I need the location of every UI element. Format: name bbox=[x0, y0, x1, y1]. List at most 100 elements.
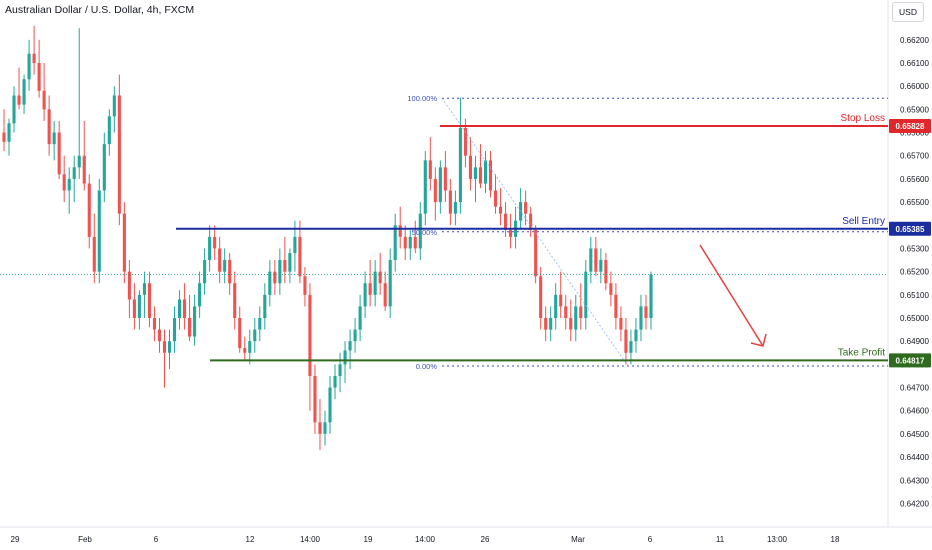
candle-up bbox=[589, 248, 593, 272]
candle-down bbox=[509, 229, 513, 237]
candle-up bbox=[649, 274, 653, 318]
level-price-tag bbox=[889, 221, 931, 236]
candle-up bbox=[22, 79, 26, 105]
candle-up bbox=[388, 260, 392, 307]
price-tick-label: 0.64600 bbox=[900, 407, 929, 416]
candle-up bbox=[172, 318, 177, 342]
candle-down bbox=[147, 283, 152, 318]
candle-down bbox=[503, 213, 508, 230]
time-tick-label: 14:00 bbox=[415, 535, 436, 544]
candle-down bbox=[298, 236, 302, 277]
candle-up bbox=[293, 236, 297, 254]
candle-up bbox=[203, 260, 207, 284]
price-tick-label: 0.64900 bbox=[900, 337, 929, 346]
candle-up bbox=[358, 306, 362, 330]
candle-up bbox=[393, 225, 397, 261]
candle-up bbox=[288, 253, 292, 272]
candle-up bbox=[137, 294, 141, 318]
candle-up bbox=[258, 318, 262, 330]
time-tick-label: Feb bbox=[78, 535, 92, 544]
candle-down bbox=[559, 294, 563, 307]
projection-arrowhead bbox=[750, 333, 767, 347]
candle-down bbox=[478, 167, 483, 184]
candle-up bbox=[107, 116, 111, 145]
price-tick-label: 0.65200 bbox=[900, 268, 929, 277]
candle-down bbox=[594, 248, 598, 272]
candle-down bbox=[529, 213, 533, 230]
candle-up bbox=[338, 364, 342, 376]
candle-down bbox=[569, 318, 573, 330]
candle-up bbox=[418, 213, 422, 249]
candle-up bbox=[639, 306, 643, 330]
price-tick-label: 0.66000 bbox=[900, 82, 929, 91]
candle-up bbox=[27, 53, 31, 80]
candle-up bbox=[348, 341, 352, 351]
time-tick-label: Mar bbox=[571, 535, 585, 544]
candle-down bbox=[398, 225, 402, 237]
price-tick-label: 0.65700 bbox=[900, 152, 929, 161]
candle-up bbox=[167, 341, 172, 353]
price-tick-label: 0.64400 bbox=[900, 453, 929, 462]
price-tick-label: 0.65900 bbox=[900, 105, 929, 114]
candle-down bbox=[539, 276, 543, 318]
time-tick-label: 19 bbox=[364, 535, 373, 544]
candle-down bbox=[579, 306, 583, 318]
candle-up bbox=[438, 167, 442, 203]
candle-up bbox=[253, 329, 257, 342]
candle-up bbox=[198, 283, 202, 307]
candle-up bbox=[554, 294, 558, 318]
candle-down bbox=[524, 202, 528, 214]
candle-down bbox=[213, 236, 217, 249]
candle-down bbox=[463, 127, 467, 156]
candle-down bbox=[162, 341, 167, 353]
candle-down bbox=[57, 132, 61, 175]
candle-up bbox=[599, 260, 603, 272]
time-tick-label: 6 bbox=[648, 535, 653, 544]
candle-up bbox=[584, 271, 588, 318]
candle-up bbox=[263, 294, 267, 318]
candle-down bbox=[433, 178, 437, 203]
time-tick-label: 29 bbox=[11, 535, 20, 544]
candle-up bbox=[323, 422, 327, 434]
candle-down bbox=[122, 213, 126, 272]
time-tick-label: 14:00 bbox=[300, 535, 321, 544]
candle-down bbox=[544, 318, 548, 330]
candle-up bbox=[333, 375, 337, 388]
candle-down bbox=[243, 348, 247, 353]
candle-up bbox=[72, 167, 76, 179]
candle-down bbox=[32, 53, 36, 63]
chart-title: Australian Dollar / U.S. Dollar, 4h, FXC… bbox=[5, 4, 195, 16]
time-tick-label: 6 bbox=[154, 535, 159, 544]
candle-up bbox=[102, 144, 106, 191]
time-tick-label: 13:00 bbox=[767, 535, 788, 544]
level-price-tag bbox=[889, 353, 931, 368]
candle-down bbox=[428, 160, 432, 179]
candle-down bbox=[117, 95, 121, 214]
candle-down bbox=[62, 174, 66, 191]
level-name-label: Stop Loss bbox=[841, 113, 885, 124]
time-tick-label: 26 bbox=[481, 535, 490, 544]
candle-down bbox=[273, 271, 277, 284]
candle-down bbox=[308, 294, 312, 376]
candle-up bbox=[634, 329, 638, 342]
candle-down bbox=[313, 375, 317, 423]
currency-button[interactable]: USD bbox=[892, 2, 924, 22]
time-tick-label: 18 bbox=[831, 535, 840, 544]
candle-down bbox=[318, 422, 322, 434]
candle-down bbox=[468, 155, 472, 179]
price-tick-label: 0.66100 bbox=[900, 59, 929, 68]
price-tick-label: 0.65100 bbox=[900, 291, 929, 300]
candle-up bbox=[408, 236, 412, 249]
candle-down bbox=[188, 318, 192, 337]
price-tick-label: 0.65000 bbox=[900, 314, 929, 323]
candle-up bbox=[458, 127, 462, 203]
candle-down bbox=[157, 329, 162, 342]
candle-down bbox=[368, 283, 372, 295]
candle-down bbox=[448, 190, 452, 214]
candle-up bbox=[193, 306, 197, 337]
candle-up bbox=[67, 178, 71, 191]
price-tick-label: 0.65500 bbox=[900, 198, 929, 207]
candle-up bbox=[177, 299, 182, 318]
candle-down bbox=[42, 90, 46, 110]
